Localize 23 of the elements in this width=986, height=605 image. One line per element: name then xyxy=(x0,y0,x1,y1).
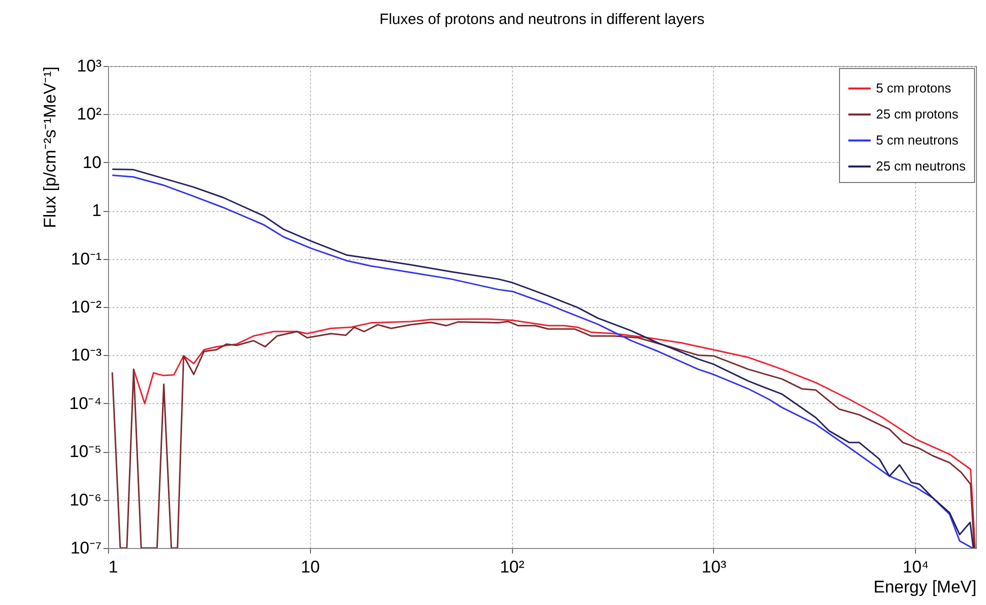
y-tick-label: 10³ xyxy=(76,56,102,76)
x-tick-label: 10 xyxy=(300,558,320,576)
legend-label: 5 cm neutrons xyxy=(876,132,959,148)
legend-label: 25 cm protons xyxy=(876,106,959,122)
x-axis-title: Energy [MeV] xyxy=(874,578,976,596)
chart-title: Fluxes of protons and neutrons in different layers xyxy=(380,11,704,28)
x-tick-label: 10⁴ xyxy=(902,558,929,576)
legend-label: 5 cm protons xyxy=(876,80,952,96)
y-tick-label: 10⁻⁷ xyxy=(70,538,102,558)
y-tick-label: 10⁻⁴ xyxy=(69,394,102,413)
y-tick-label: 10 xyxy=(82,152,102,172)
y-tick-label: 10⁻³ xyxy=(70,346,102,365)
y-tick-label: 10⁻⁵ xyxy=(70,442,102,462)
y-tick-label: 10⁻¹ xyxy=(70,249,102,268)
y-tick-label: 10⁻² xyxy=(70,298,102,316)
x-tick-label: 10² xyxy=(500,558,525,576)
y-axis-title: Flux [p/cm⁻²s⁻¹MeV⁻¹] xyxy=(40,66,60,228)
y-tick-label: 1 xyxy=(92,201,102,220)
y-tick-label: 10² xyxy=(76,104,102,124)
x-tick-label: 1 xyxy=(108,558,118,576)
legend-label: 25 cm neutrons xyxy=(876,158,966,174)
y-tick-label: 10⁻⁶ xyxy=(70,490,102,510)
x-tick-label: 10³ xyxy=(702,558,727,576)
